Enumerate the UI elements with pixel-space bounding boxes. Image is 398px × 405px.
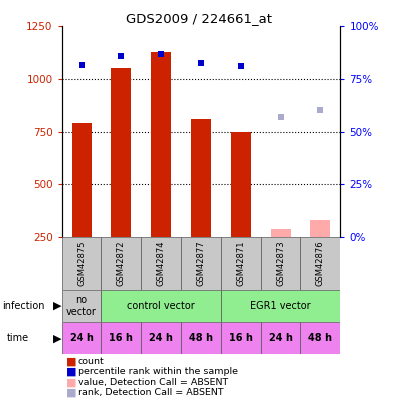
Text: infection: infection bbox=[2, 301, 45, 311]
Text: GDS2009 / 224661_at: GDS2009 / 224661_at bbox=[126, 12, 272, 25]
Bar bbox=[231, 132, 251, 237]
Bar bbox=[221, 290, 340, 322]
Text: GSM42875: GSM42875 bbox=[77, 241, 86, 286]
Text: EGR1 vector: EGR1 vector bbox=[250, 301, 311, 311]
Text: GSM42874: GSM42874 bbox=[157, 241, 166, 286]
Bar bbox=[62, 290, 101, 322]
Text: 24 h: 24 h bbox=[70, 333, 94, 343]
Bar bbox=[141, 322, 181, 354]
Bar bbox=[261, 237, 300, 290]
Bar bbox=[310, 220, 330, 237]
Text: count: count bbox=[78, 357, 104, 366]
Bar bbox=[111, 68, 131, 237]
Text: ▶: ▶ bbox=[53, 301, 62, 311]
Bar bbox=[221, 237, 261, 290]
Text: 48 h: 48 h bbox=[308, 333, 332, 343]
Bar bbox=[191, 119, 211, 237]
Bar bbox=[151, 51, 171, 237]
Bar bbox=[300, 237, 340, 290]
Text: ■: ■ bbox=[66, 356, 76, 366]
Text: GSM42871: GSM42871 bbox=[236, 241, 245, 286]
Bar bbox=[101, 237, 141, 290]
Bar bbox=[62, 237, 101, 290]
Text: GSM42876: GSM42876 bbox=[316, 241, 325, 286]
Bar bbox=[72, 123, 92, 237]
Bar bbox=[261, 322, 300, 354]
Text: ■: ■ bbox=[66, 388, 76, 398]
Bar bbox=[300, 322, 340, 354]
Bar bbox=[221, 322, 261, 354]
Bar bbox=[62, 322, 101, 354]
Bar bbox=[141, 237, 181, 290]
Text: ■: ■ bbox=[66, 367, 76, 377]
Text: ■: ■ bbox=[66, 377, 76, 387]
Bar bbox=[181, 237, 221, 290]
Text: 24 h: 24 h bbox=[269, 333, 293, 343]
Bar bbox=[101, 322, 141, 354]
Text: percentile rank within the sample: percentile rank within the sample bbox=[78, 367, 238, 376]
Bar bbox=[181, 322, 221, 354]
Text: GSM42877: GSM42877 bbox=[197, 241, 205, 286]
Text: 16 h: 16 h bbox=[109, 333, 133, 343]
Text: no
vector: no vector bbox=[66, 295, 97, 317]
Bar bbox=[271, 228, 291, 237]
Text: 48 h: 48 h bbox=[189, 333, 213, 343]
Text: GSM42872: GSM42872 bbox=[117, 241, 126, 286]
Text: control vector: control vector bbox=[127, 301, 195, 311]
Text: ▶: ▶ bbox=[53, 333, 62, 343]
Text: rank, Detection Call = ABSENT: rank, Detection Call = ABSENT bbox=[78, 388, 223, 397]
Text: value, Detection Call = ABSENT: value, Detection Call = ABSENT bbox=[78, 378, 228, 387]
Text: 16 h: 16 h bbox=[229, 333, 253, 343]
Bar bbox=[101, 290, 221, 322]
Text: 24 h: 24 h bbox=[149, 333, 173, 343]
Text: GSM42873: GSM42873 bbox=[276, 241, 285, 286]
Text: time: time bbox=[7, 333, 29, 343]
